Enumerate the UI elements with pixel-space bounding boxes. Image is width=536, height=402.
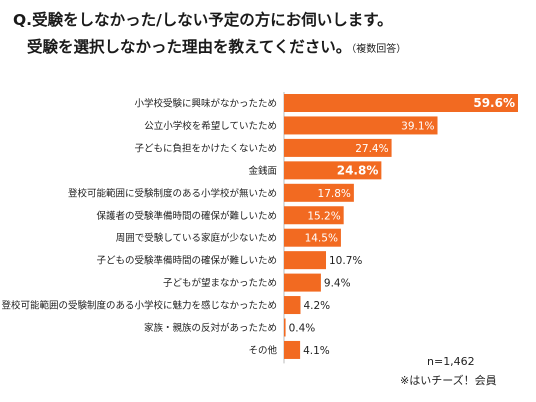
bar	[284, 340, 301, 359]
question-line-1: Q.受験をしなかった/しない予定の方にお伺いします。	[13, 11, 393, 29]
category-label: 公立小学校を希望していたため	[144, 120, 277, 132]
category-label: 子どもが望まなかったため	[163, 277, 277, 289]
value-label: 15.2%	[307, 210, 340, 222]
bar	[284, 138, 392, 157]
bar	[284, 161, 382, 180]
question-line-2: 受験を選択しなかった理由を教えてください。	[27, 38, 352, 56]
category-label: 保護者の受験準備時間の確保が難しいため	[96, 210, 277, 222]
value-label: 9.4%	[324, 278, 351, 290]
category-label: 金銭面	[248, 165, 277, 177]
bar	[284, 273, 321, 292]
category-label: 子どもに負担をかけたくないため	[134, 142, 277, 154]
bar	[284, 228, 341, 247]
bar	[284, 206, 344, 225]
value-label: 0.4%	[289, 323, 316, 335]
value-label: 24.8%	[337, 163, 379, 177]
bar	[284, 251, 327, 270]
value-label: 14.5%	[305, 233, 338, 245]
question-subtitle: 受験を選択しなかった理由を教えてください。（複数回答）	[27, 35, 406, 57]
bar	[284, 296, 301, 315]
multiple-answer-note: （複数回答）	[351, 44, 407, 55]
value-label: 27.4%	[355, 143, 388, 155]
category-label: 登校可能範囲の受験制度のある小学校に魅力を感じなかったため	[1, 300, 277, 312]
source-note: ※はいチーズ！会員	[400, 374, 497, 387]
bar	[284, 183, 354, 202]
value-label: 10.7%	[329, 255, 362, 267]
value-label: 17.8%	[318, 188, 351, 200]
category-label: 小学校受験に興味がなかったため	[134, 98, 277, 110]
value-label: 4.1%	[303, 345, 330, 357]
category-label: 周囲で受験している家庭が少ないため	[116, 232, 277, 244]
bar	[284, 318, 286, 337]
question-title: Q.受験をしなかった/しない予定の方にお伺いします。	[13, 8, 393, 30]
value-label: 4.2%	[303, 300, 330, 312]
value-label: 59.6%	[473, 96, 515, 110]
category-label: 家族・親族の反対があったため	[144, 322, 277, 334]
value-label: 39.1%	[401, 120, 434, 132]
category-label: 登校可能範囲に受験制度のある小学校が無いため	[68, 187, 277, 199]
category-label: その他	[248, 344, 277, 356]
bar	[284, 116, 438, 135]
bar	[284, 94, 518, 112]
category-label: 子どもの受験準備時間の確保が難しいため	[96, 255, 277, 267]
sample-size: n=1,462	[427, 355, 475, 368]
